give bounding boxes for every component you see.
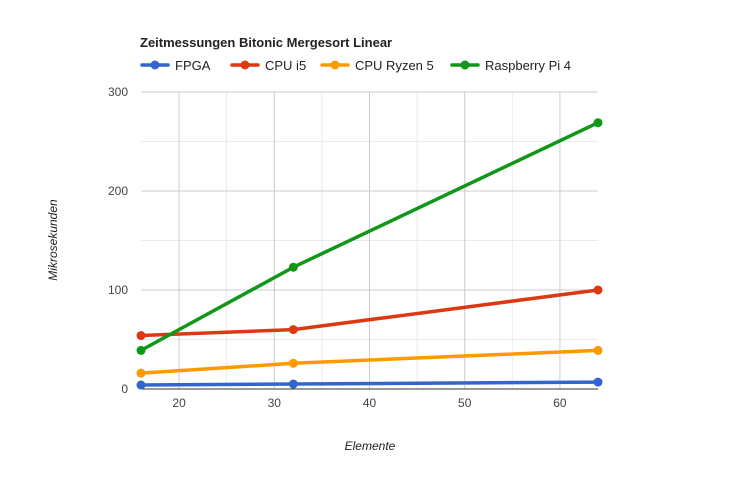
legend-swatch-dot	[460, 60, 470, 70]
x-axis-title: Elemente	[345, 439, 396, 453]
y-tick-label: 200	[108, 184, 128, 198]
x-tick-label: 40	[363, 396, 377, 410]
legend-label: FPGA	[175, 58, 211, 73]
x-tick-label: 50	[458, 396, 472, 410]
chart-title: Zeitmessungen Bitonic Mergesort Linear	[140, 35, 392, 50]
x-tick-label: 60	[553, 396, 567, 410]
series-lines	[136, 118, 603, 390]
data-point-cpu-i5	[288, 325, 298, 335]
legend-item-cpu-ryzen-5: CPU Ryzen 5	[320, 58, 434, 73]
legend-swatch-dot	[240, 60, 250, 70]
legend-item-cpu-i5: CPU i5	[230, 58, 306, 73]
data-point-cpu-ryzen-5	[593, 345, 603, 355]
legend: FPGA CPU i5 CPU Ryzen 5 Raspberry Pi 4	[140, 58, 571, 73]
legend-label: CPU Ryzen 5	[355, 58, 434, 73]
data-point-fpga	[593, 377, 603, 387]
y-tick-label: 100	[108, 283, 128, 297]
series-cpu-ryzen-5	[136, 345, 603, 378]
data-point-cpu-i5	[593, 285, 603, 295]
data-point-raspberry-pi-4	[136, 345, 146, 355]
axes: 0 100 200 300 20 30 40 50 60	[108, 85, 598, 410]
series-raspberry-pi-4	[136, 118, 603, 355]
data-point-cpu-ryzen-5	[288, 358, 298, 368]
legend-label: Raspberry Pi 4	[485, 58, 571, 73]
data-point-cpu-i5	[136, 331, 146, 341]
legend-item-raspberry-pi-4: Raspberry Pi 4	[450, 58, 571, 73]
legend-label: CPU i5	[265, 58, 306, 73]
series-fpga	[136, 377, 603, 390]
data-point-raspberry-pi-4	[593, 118, 603, 128]
grid	[141, 91, 598, 389]
x-tick-label: 30	[268, 396, 282, 410]
x-tick-label: 20	[172, 396, 186, 410]
y-tick-label: 0	[121, 382, 128, 396]
data-point-cpu-ryzen-5	[136, 368, 146, 378]
data-point-fpga	[288, 379, 298, 389]
legend-swatch-dot	[330, 60, 340, 70]
series-line-fpga	[139, 380, 600, 387]
y-tick-label: 300	[108, 85, 128, 99]
series-cpu-i5	[136, 285, 603, 341]
data-point-fpga	[136, 380, 146, 390]
y-axis-title: Mikrosekunden	[46, 199, 60, 281]
data-point-raspberry-pi-4	[288, 262, 298, 272]
legend-swatch-dot	[150, 60, 160, 70]
legend-item-fpga: FPGA	[140, 58, 211, 73]
